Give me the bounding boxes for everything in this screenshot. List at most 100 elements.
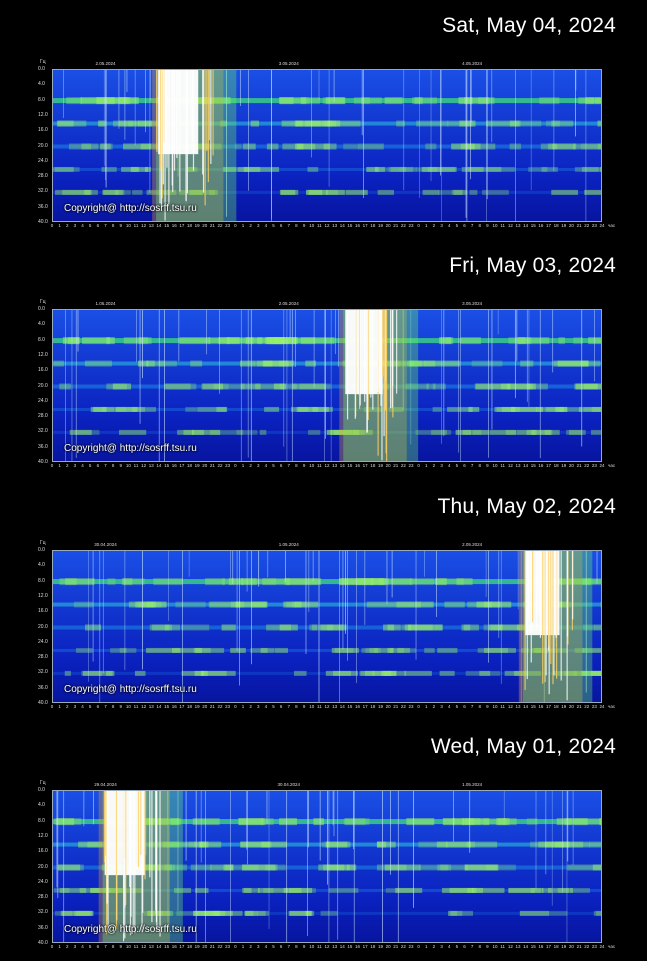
interference-line bbox=[515, 70, 516, 222]
hour-tick-label: 1 bbox=[58, 704, 61, 709]
band-highlight bbox=[551, 190, 578, 195]
hour-tick-label: 22 bbox=[584, 463, 589, 468]
interference-line bbox=[594, 310, 595, 381]
band-highlight bbox=[283, 602, 301, 608]
band-highlight bbox=[230, 648, 246, 653]
hour-tick-label: 21 bbox=[577, 944, 582, 949]
hour-tick-label: 1 bbox=[242, 944, 245, 949]
band-highlight bbox=[308, 430, 320, 435]
hour-tick-label: 21 bbox=[393, 223, 398, 228]
day-label: 30.04.2024 bbox=[278, 782, 301, 787]
band-highlight bbox=[69, 144, 91, 150]
band-highlight bbox=[437, 648, 457, 653]
frequency-tick-label: 36.0 bbox=[38, 685, 50, 691]
hour-tick-label: 6 bbox=[280, 704, 283, 709]
interference-line bbox=[258, 551, 259, 587]
hour-tick-label: 9 bbox=[303, 463, 306, 468]
hour-tick-label: 17 bbox=[546, 704, 551, 709]
burst-streak bbox=[206, 70, 207, 151]
hour-tick-label: 22 bbox=[401, 704, 406, 709]
hour-tick-label: 9 bbox=[303, 944, 306, 949]
band-highlight bbox=[462, 625, 479, 631]
day-label: 1.05.2024 bbox=[95, 301, 115, 306]
band-highlight bbox=[284, 578, 318, 585]
hour-tick-label: 10 bbox=[309, 223, 314, 228]
copyright-label: Copyright@ http://sosrff.tsu.ru bbox=[64, 443, 197, 477]
frequency-tick-label: 36.0 bbox=[38, 204, 50, 210]
hour-tick-label: 8 bbox=[479, 944, 482, 949]
band-highlight bbox=[423, 97, 437, 104]
frequency-tick-label: 28.0 bbox=[38, 413, 50, 419]
hour-tick-label: 18 bbox=[554, 704, 559, 709]
day-label: 1.05.2024 bbox=[462, 782, 482, 787]
band-highlight bbox=[222, 625, 236, 631]
copyright-label: Copyright@ http://sosrff.tsu.ru bbox=[64, 203, 197, 237]
burst-streak bbox=[133, 791, 134, 927]
band-highlight bbox=[566, 430, 581, 435]
hour-tick-label: 7 bbox=[288, 463, 291, 468]
band-highlight bbox=[280, 625, 298, 631]
burst-streak bbox=[124, 791, 125, 938]
hour-tick-label: 22 bbox=[401, 463, 406, 468]
frequency-tick-label: 32.0 bbox=[38, 428, 50, 434]
interference-line bbox=[498, 310, 499, 334]
band-highlight bbox=[482, 190, 509, 195]
band-highlight bbox=[601, 602, 602, 608]
frequency-tick-label: 20.0 bbox=[38, 383, 50, 389]
hour-tick-label: 9 bbox=[486, 223, 489, 228]
hour-tick-label: 20 bbox=[202, 944, 207, 949]
burst-streak bbox=[203, 70, 204, 193]
burst-streak bbox=[367, 310, 368, 432]
interference-line bbox=[552, 791, 553, 906]
band-highlight bbox=[370, 648, 405, 653]
band-highlight bbox=[195, 888, 208, 893]
burst-streak bbox=[210, 70, 211, 164]
interference-line bbox=[319, 551, 320, 703]
burst-streak bbox=[372, 310, 373, 410]
interference-line bbox=[562, 791, 563, 893]
interference-line bbox=[63, 70, 64, 118]
burst-streak bbox=[168, 70, 169, 205]
hour-tick-label: 11 bbox=[317, 704, 322, 709]
hour-tick-label: 11 bbox=[317, 944, 322, 949]
burst-streak bbox=[380, 310, 381, 379]
band-highlight bbox=[418, 842, 448, 848]
band-highlight bbox=[343, 144, 358, 150]
band-highlight bbox=[401, 625, 432, 631]
frequency-tick-label: 0.0 bbox=[38, 306, 50, 312]
burst-streak bbox=[364, 310, 365, 402]
hour-tick-label: 13 bbox=[332, 704, 337, 709]
hour-tick-label: 4 bbox=[448, 704, 451, 709]
band-highlight bbox=[565, 818, 572, 825]
day-label: 3.05.2024 bbox=[279, 61, 299, 66]
interference-line bbox=[106, 70, 107, 187]
band-highlight bbox=[424, 648, 434, 653]
band-highlight bbox=[65, 671, 71, 676]
band-highlight bbox=[542, 167, 558, 172]
band-highlight bbox=[448, 911, 473, 916]
hour-tick-label: 17 bbox=[363, 704, 368, 709]
hour-tick-label: 0 bbox=[234, 944, 237, 949]
panel-date: Wed, May 01, 2024 bbox=[431, 735, 616, 759]
interference-line bbox=[83, 791, 84, 826]
band-highlight bbox=[447, 121, 472, 127]
hour-tick-label: 19 bbox=[378, 463, 383, 468]
hour-tick-label: 21 bbox=[577, 223, 582, 228]
interference-line bbox=[76, 310, 77, 458]
hour-tick-label: 18 bbox=[554, 463, 559, 468]
band-highlight bbox=[520, 911, 549, 916]
band-highlight bbox=[239, 818, 266, 825]
hour-tick-label: 19 bbox=[378, 944, 383, 949]
hour-tick-label: 20 bbox=[202, 704, 207, 709]
hour-tick-label: 4 bbox=[265, 704, 268, 709]
hour-tick-label: 1 bbox=[58, 944, 61, 949]
band-highlight bbox=[551, 121, 573, 127]
interference-line bbox=[353, 791, 354, 849]
interference-line bbox=[182, 551, 183, 703]
band-highlight bbox=[473, 430, 482, 435]
interference-line bbox=[168, 551, 169, 621]
band-highlight bbox=[59, 384, 71, 390]
band-highlight bbox=[410, 578, 434, 585]
hour-tick-label: 12 bbox=[508, 704, 513, 709]
burst-streak bbox=[536, 551, 537, 628]
